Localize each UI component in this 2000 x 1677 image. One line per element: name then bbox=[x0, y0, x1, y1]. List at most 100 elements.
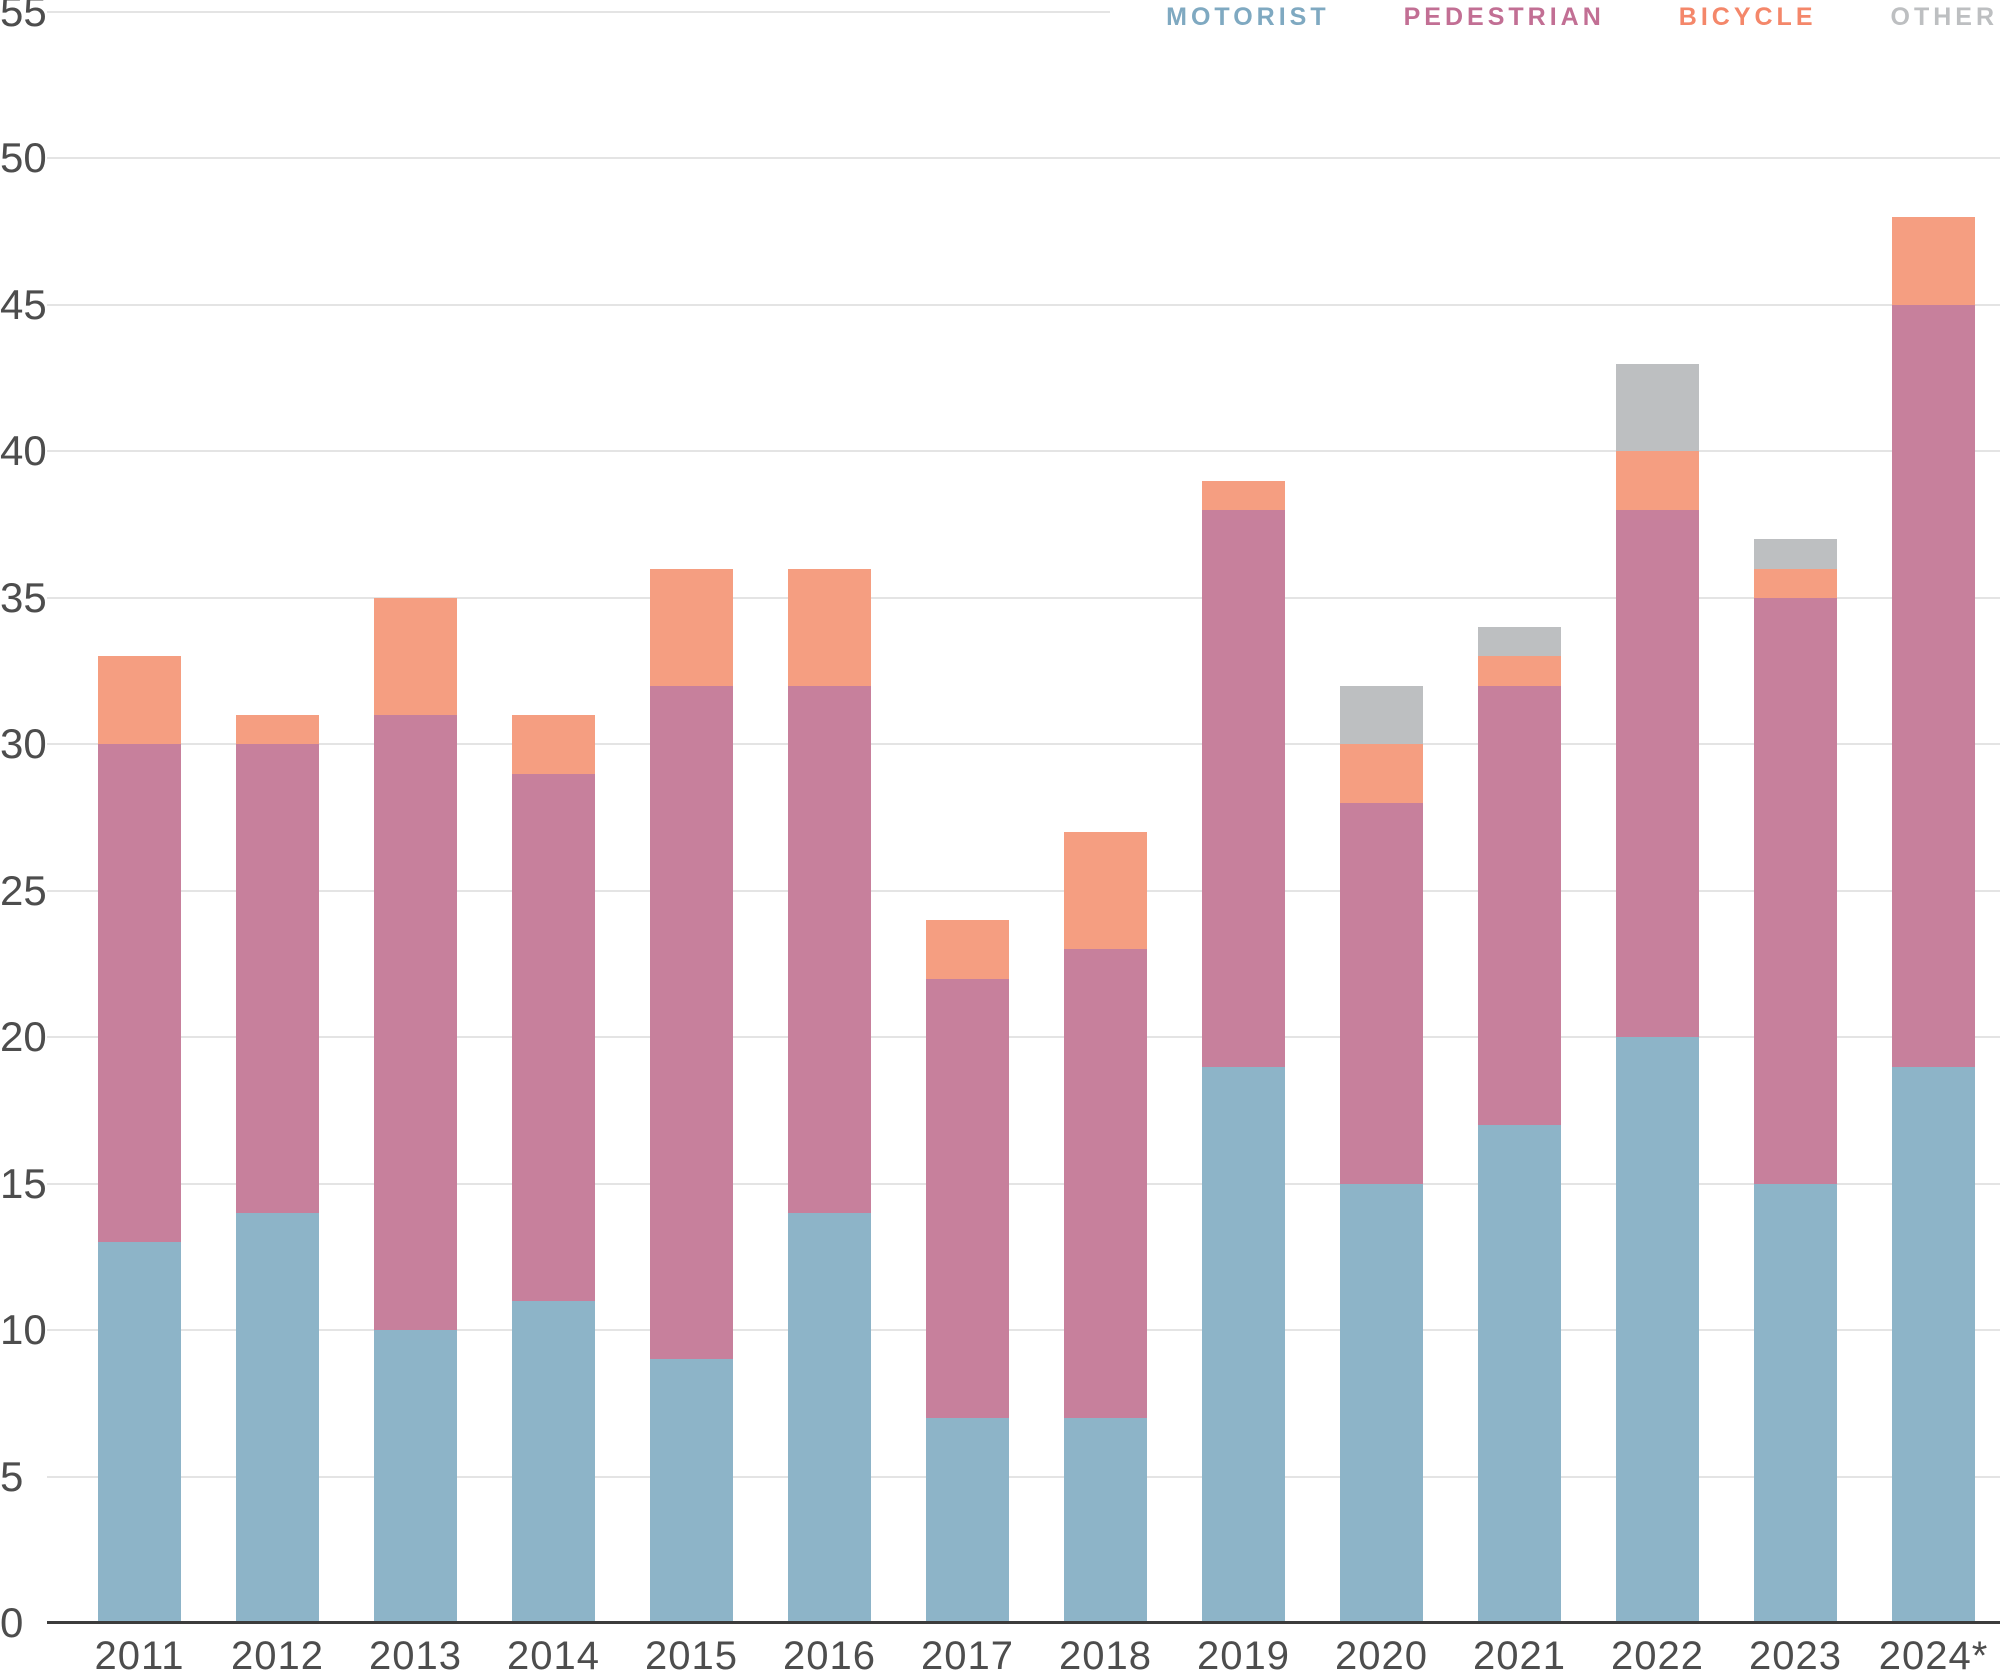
gridline-10 bbox=[47, 1329, 2000, 1332]
gridline-40 bbox=[47, 450, 2000, 453]
bar-2012-pedestrian-segment bbox=[236, 744, 319, 1213]
bar-2015-pedestrian-segment bbox=[650, 685, 733, 1360]
y-tick-label-25: 25 bbox=[0, 866, 47, 914]
bar-2020-pedestrian-segment bbox=[1340, 802, 1423, 1184]
bar-2024-bicycle-segment bbox=[1892, 217, 1975, 305]
legend-item-motorist: MOTORIST bbox=[1166, 3, 1330, 31]
x-tick-label-2013: 2013 bbox=[369, 1634, 462, 1677]
bar-2022-bicycle-segment bbox=[1616, 451, 1699, 511]
bar-2019-bicycle-segment bbox=[1202, 480, 1285, 510]
bar-2023-motorist-segment bbox=[1754, 1183, 1837, 1623]
y-tick-label-15: 15 bbox=[0, 1159, 47, 1207]
bar-2019 bbox=[1202, 480, 1285, 1623]
x-tick-label-2024: 2024* bbox=[1878, 1634, 1989, 1677]
bar-2013-pedestrian-segment bbox=[374, 715, 457, 1331]
bar-2021-bicycle-segment bbox=[1478, 656, 1561, 686]
bar-2022-other-segment bbox=[1616, 363, 1699, 452]
bar-2024 bbox=[1892, 217, 1975, 1623]
bar-2022-motorist-segment bbox=[1616, 1037, 1699, 1623]
bar-2012 bbox=[236, 714, 319, 1623]
bar-2013-bicycle-segment bbox=[374, 597, 457, 716]
y-tick-label-50: 50 bbox=[0, 134, 47, 182]
bar-2017-bicycle-segment bbox=[926, 920, 1009, 979]
y-tick-label-5: 5 bbox=[0, 1452, 24, 1500]
bar-2014-pedestrian-segment bbox=[512, 773, 595, 1301]
bar-2011 bbox=[98, 656, 181, 1623]
bar-2011-motorist-segment bbox=[98, 1242, 181, 1623]
x-tick-label-2019: 2019 bbox=[1197, 1634, 1290, 1677]
bar-2012-bicycle-segment bbox=[236, 714, 319, 745]
bar-2015 bbox=[650, 568, 733, 1623]
gridline-20 bbox=[47, 1036, 2000, 1039]
y-tick-label-40: 40 bbox=[0, 427, 47, 475]
x-tick-label-2020: 2020 bbox=[1335, 1634, 1428, 1677]
bar-2017-motorist-segment bbox=[926, 1418, 1009, 1623]
bar-2011-bicycle-segment bbox=[98, 656, 181, 745]
gridline-30 bbox=[47, 743, 2000, 746]
y-tick-label-45: 45 bbox=[0, 280, 47, 328]
x-tick-label-2022: 2022 bbox=[1611, 1634, 1704, 1677]
bar-2023 bbox=[1754, 539, 1837, 1623]
bar-2013 bbox=[374, 597, 457, 1623]
bar-2020-other-segment bbox=[1340, 685, 1423, 745]
bar-2015-motorist-segment bbox=[650, 1359, 733, 1623]
gridline-15 bbox=[47, 1182, 2000, 1185]
bar-2013-motorist-segment bbox=[374, 1330, 457, 1623]
x-tick-label-2016: 2016 bbox=[783, 1634, 876, 1677]
legend-item-other: OTHER bbox=[1890, 3, 1998, 31]
bar-2023-pedestrian-segment bbox=[1754, 597, 1837, 1184]
bar-2018-motorist-segment bbox=[1064, 1418, 1147, 1623]
x-tick-label-2018: 2018 bbox=[1059, 1634, 1152, 1677]
y-tick-label-0: 0 bbox=[0, 1599, 24, 1646]
x-tick-label-2015: 2015 bbox=[645, 1634, 738, 1677]
bar-2021 bbox=[1478, 627, 1561, 1623]
bar-2012-motorist-segment bbox=[236, 1212, 319, 1623]
x-tick-label-2014: 2014 bbox=[507, 1634, 600, 1677]
bar-2017-pedestrian-segment bbox=[926, 978, 1009, 1418]
bar-2019-pedestrian-segment bbox=[1202, 510, 1285, 1067]
legend-item-pedestrian: PEDESTRIAN bbox=[1403, 3, 1605, 31]
chart-legend: MOTORIST PEDESTRIAN BICYCLE OTHER bbox=[1166, 4, 1998, 30]
bar-2019-motorist-segment bbox=[1202, 1066, 1285, 1623]
bar-2014 bbox=[512, 715, 595, 1623]
bar-2024-pedestrian-segment bbox=[1892, 304, 1975, 1067]
legend-item-bicycle: BICYCLE bbox=[1678, 3, 1817, 31]
bar-2022-pedestrian-segment bbox=[1616, 510, 1699, 1038]
bar-2018 bbox=[1064, 832, 1147, 1623]
bar-2021-motorist-segment bbox=[1478, 1125, 1561, 1623]
x-tick-label-2017: 2017 bbox=[921, 1634, 1014, 1677]
bar-2024-motorist-segment bbox=[1892, 1066, 1975, 1623]
gridline-5 bbox=[47, 1475, 2000, 1478]
bar-2020-bicycle-segment bbox=[1340, 744, 1423, 803]
gridline-45 bbox=[47, 303, 2000, 306]
gridline-50 bbox=[47, 157, 2000, 160]
bar-2022 bbox=[1616, 363, 1699, 1623]
y-tick-label-20: 20 bbox=[0, 1013, 47, 1061]
y-tick-label-35: 35 bbox=[0, 573, 47, 621]
bar-2023-other-segment bbox=[1754, 539, 1837, 569]
bar-2014-motorist-segment bbox=[512, 1300, 595, 1623]
gridline-25 bbox=[47, 889, 2000, 892]
bar-2015-bicycle-segment bbox=[650, 568, 733, 686]
y-tick-label-30: 30 bbox=[0, 720, 47, 768]
bar-2016 bbox=[788, 568, 871, 1623]
gridline-35 bbox=[47, 596, 2000, 599]
x-tick-label-2021: 2021 bbox=[1473, 1634, 1566, 1677]
x-tick-label-2011: 2011 bbox=[94, 1634, 185, 1677]
bar-2016-bicycle-segment bbox=[788, 568, 871, 686]
bar-2016-pedestrian-segment bbox=[788, 685, 871, 1213]
y-tick-label-55: 55 bbox=[0, 0, 47, 36]
bar-2020 bbox=[1340, 685, 1423, 1623]
bar-2011-pedestrian-segment bbox=[98, 744, 181, 1243]
bar-2021-pedestrian-segment bbox=[1478, 685, 1561, 1126]
bar-2016-motorist-segment bbox=[788, 1212, 871, 1623]
bar-2023-bicycle-segment bbox=[1754, 568, 1837, 598]
x-tick-label-2023: 2023 bbox=[1749, 1634, 1842, 1677]
bar-2014-bicycle-segment bbox=[512, 715, 595, 774]
bar-2018-bicycle-segment bbox=[1064, 832, 1147, 950]
x-axis-line bbox=[47, 1621, 2000, 1624]
bar-2020-motorist-segment bbox=[1340, 1183, 1423, 1623]
bar-2017 bbox=[926, 920, 1009, 1623]
